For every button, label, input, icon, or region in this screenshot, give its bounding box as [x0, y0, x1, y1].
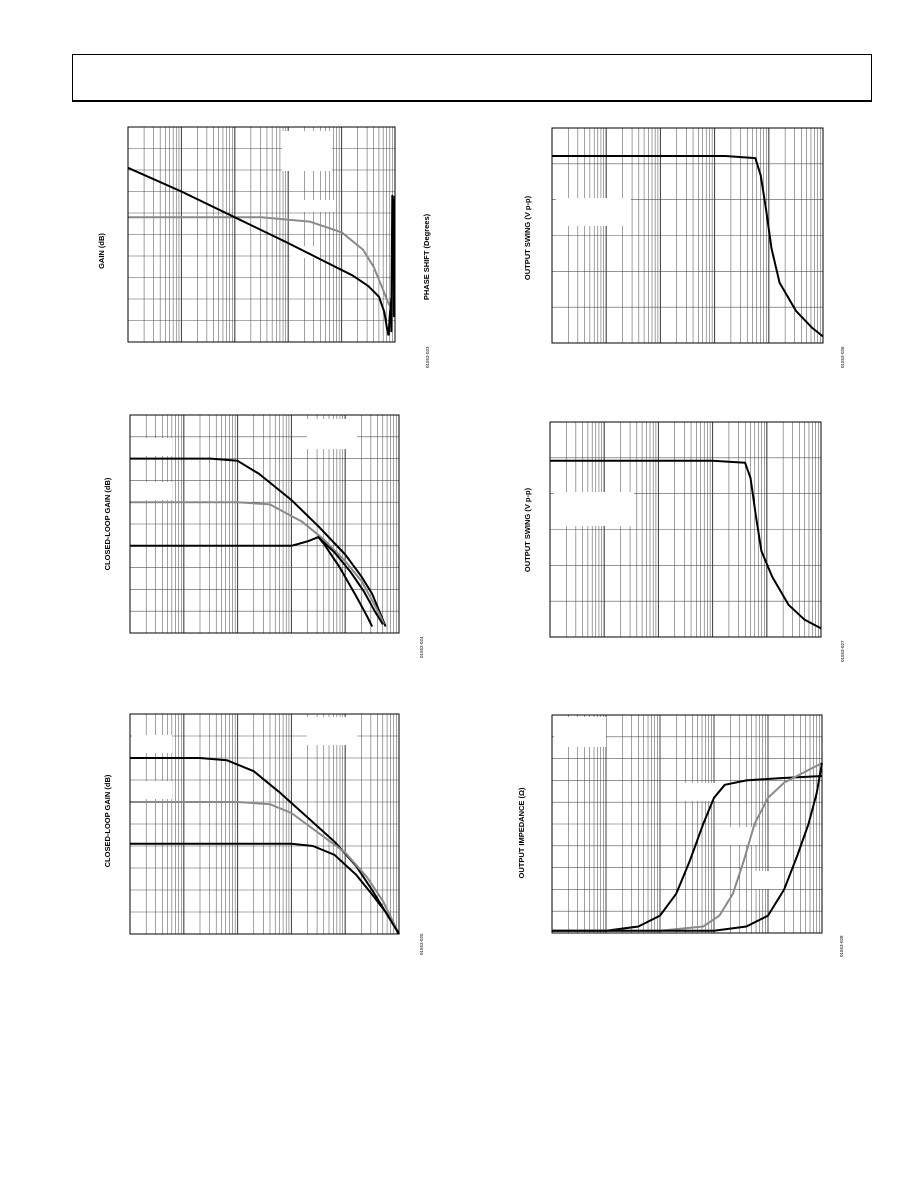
annotation-box	[556, 198, 631, 226]
y-axis-label: CLOSED-LOOP GAIN (dB)	[103, 477, 112, 570]
y-axis-label: OUTPUT SWING (V p-p)	[523, 195, 532, 280]
annotation-box	[132, 482, 172, 500]
chart-output-swing-a: OUTPUT SWING (V p-p) 01553-026	[523, 127, 845, 368]
chart-gain-phase: GAIN (dB) PHASE SHIFT (Degrees) 01553-02…	[97, 126, 431, 368]
series-line-1	[128, 216, 392, 309]
plot-frame	[129, 713, 400, 935]
plot-area	[551, 714, 823, 934]
series-line-1	[552, 775, 823, 932]
chart-closed-loop-gain-b: CLOSED-LOOP GAIN (dB) 01553-025	[103, 713, 424, 955]
y-axis-label: OUTPUT IMPEDANCE (Ω)	[517, 787, 526, 879]
annotation-box	[307, 419, 357, 449]
figure-id: 01553-027	[840, 640, 845, 662]
plot-frame	[551, 127, 824, 344]
plot-frame	[129, 414, 400, 634]
annotation-box	[132, 735, 172, 753]
y-axis-label: CLOSED-LOOP GAIN (dB)	[103, 774, 112, 867]
plot-frame	[551, 714, 823, 934]
annotation-box	[282, 131, 332, 171]
series-line-3	[387, 194, 396, 336]
plot-frame	[127, 126, 396, 343]
y-axis-label: GAIN (dB)	[97, 233, 106, 269]
series-line-1	[130, 457, 387, 627]
series-line-2	[552, 762, 823, 932]
plot-area	[127, 126, 396, 343]
annotation-box	[132, 781, 172, 799]
series-line-1	[130, 757, 400, 935]
series-line-2	[130, 501, 385, 625]
page-header-box	[72, 54, 872, 102]
figure-id: 01553-023	[425, 346, 430, 368]
annotation-box	[754, 871, 784, 889]
figure-id: 01553-026	[840, 346, 845, 368]
figure-id: 01553-028	[839, 935, 844, 957]
plot-frame	[549, 421, 822, 638]
annotation-box	[307, 717, 357, 745]
series-line-3	[130, 842, 400, 935]
series-line-2	[130, 801, 400, 935]
series-line-3	[130, 536, 373, 627]
series-line-3	[552, 762, 823, 932]
figure-id: 01553-024	[419, 636, 424, 658]
annotation-box	[554, 717, 606, 747]
series-line-1	[550, 459, 822, 630]
annotation-box	[554, 492, 634, 526]
series-line-1	[552, 155, 824, 338]
chart-output-impedance: OUTPUT IMPEDANCE (Ω) 01553-028	[517, 714, 844, 957]
chart-output-swing-b: OUTPUT SWING (V p-p) 01553-027	[523, 421, 845, 662]
y-axis-label: OUTPUT SWING (V p-p)	[523, 487, 532, 572]
plot-area	[549, 421, 822, 638]
figure-id: 01553-025	[419, 933, 424, 955]
annotation-box	[682, 783, 716, 801]
y2-axis-label: PHASE SHIFT (Degrees)	[422, 213, 431, 300]
annotation-box	[304, 200, 334, 212]
plot-area	[129, 713, 400, 935]
series-line-2	[127, 166, 390, 336]
annotation-box	[132, 438, 172, 456]
series-line-4	[317, 536, 384, 625]
plot-area	[129, 414, 400, 634]
plot-area	[551, 127, 824, 344]
chart-closed-loop-gain-a: CLOSED-LOOP GAIN (dB) 01553-024	[103, 414, 424, 658]
